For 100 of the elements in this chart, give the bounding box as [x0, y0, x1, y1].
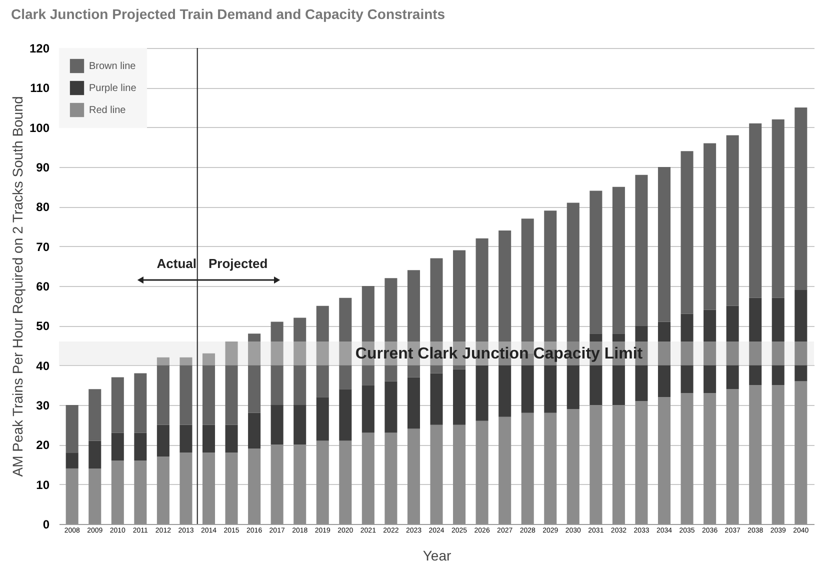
bar — [248, 448, 261, 524]
bar — [294, 318, 306, 405]
bar — [270, 444, 284, 524]
y-tick-label: 30 — [36, 398, 50, 412]
chart-title: Clark Junction Projected Train Demand and Capacity Constraints — [10, 6, 446, 22]
bar — [566, 408, 580, 524]
y-axis-title: AM Peak Trains Per Hour Required on 2 Tracks South Bound — [9, 96, 26, 477]
bar — [316, 440, 329, 524]
legend-label: Purple line — [89, 83, 137, 94]
bar — [521, 412, 534, 524]
bar — [680, 393, 694, 524]
bar — [453, 424, 466, 524]
bar — [430, 424, 443, 524]
bar — [407, 428, 420, 524]
bar — [202, 353, 216, 425]
bar — [658, 167, 671, 322]
bar — [680, 314, 694, 394]
y-tick-label: 100 — [29, 120, 50, 135]
bar — [772, 298, 784, 386]
y-tick-label: 120 — [29, 42, 50, 56]
y-tick-label: 70 — [36, 240, 50, 254]
bar — [749, 123, 762, 298]
bar — [384, 381, 398, 433]
bar — [248, 412, 261, 449]
bar — [498, 416, 512, 524]
bar — [111, 432, 124, 461]
bar — [180, 357, 192, 425]
bar — [66, 452, 78, 468]
bar — [225, 452, 238, 524]
bar — [726, 306, 739, 390]
bar — [88, 468, 102, 524]
bar — [156, 456, 170, 524]
bar — [544, 412, 557, 524]
bar — [704, 143, 716, 310]
bar — [339, 389, 352, 441]
bar — [635, 401, 648, 524]
y-tick-label: 50 — [36, 319, 50, 334]
bar — [111, 460, 124, 524]
bar — [248, 334, 261, 413]
bar — [339, 298, 352, 390]
bar — [590, 405, 602, 524]
bar — [180, 452, 192, 524]
y-tick-label: 110 — [30, 81, 50, 96]
bar — [658, 397, 671, 524]
bar — [680, 151, 694, 314]
y-tick-label: 90 — [36, 160, 50, 174]
bar — [270, 405, 284, 445]
bar — [635, 174, 648, 326]
bar — [704, 393, 716, 524]
bar — [658, 322, 671, 398]
bar — [794, 108, 808, 290]
bar — [316, 397, 329, 441]
y-tick-label: 0 — [42, 518, 50, 532]
bar — [430, 373, 443, 425]
bar — [362, 432, 374, 524]
bar — [270, 322, 284, 405]
bar — [134, 432, 147, 461]
annotation: Projected — [208, 256, 268, 272]
legend-label: Red line — [89, 105, 126, 116]
bar — [590, 190, 602, 334]
bar — [794, 381, 808, 524]
bar — [339, 440, 352, 524]
bar — [362, 385, 374, 433]
bar — [88, 389, 102, 441]
bar — [794, 290, 808, 382]
bar — [453, 369, 466, 425]
bar — [612, 405, 625, 524]
y-tick-label: 80 — [36, 200, 50, 214]
bar — [180, 424, 192, 453]
bar — [316, 306, 329, 398]
bar — [566, 202, 580, 342]
bar — [225, 342, 238, 425]
bar — [156, 357, 170, 425]
annotation: Actual — [156, 256, 196, 272]
bar — [66, 468, 78, 524]
bar — [749, 385, 762, 524]
legend-label: Brown line — [89, 61, 136, 72]
bar — [749, 298, 762, 386]
bar — [134, 373, 147, 433]
bar — [111, 377, 124, 433]
bar — [134, 460, 147, 524]
y-tick-label: 10 — [36, 478, 50, 492]
bar — [407, 377, 420, 429]
bar — [726, 135, 739, 306]
y-tick-label: 40 — [36, 358, 50, 373]
y-tick-label: 20 — [36, 438, 50, 452]
bar — [476, 420, 488, 524]
bar — [772, 385, 784, 524]
bar — [294, 444, 306, 524]
bar — [384, 432, 398, 524]
bar — [294, 405, 306, 445]
bar — [476, 365, 488, 421]
bar — [88, 440, 102, 468]
bar — [498, 357, 512, 417]
bar — [704, 310, 716, 394]
y-tick-label: 60 — [36, 280, 50, 294]
bar — [202, 424, 216, 453]
bar — [66, 405, 78, 453]
x-axis-title: Year — [422, 548, 452, 564]
bar — [726, 389, 739, 524]
